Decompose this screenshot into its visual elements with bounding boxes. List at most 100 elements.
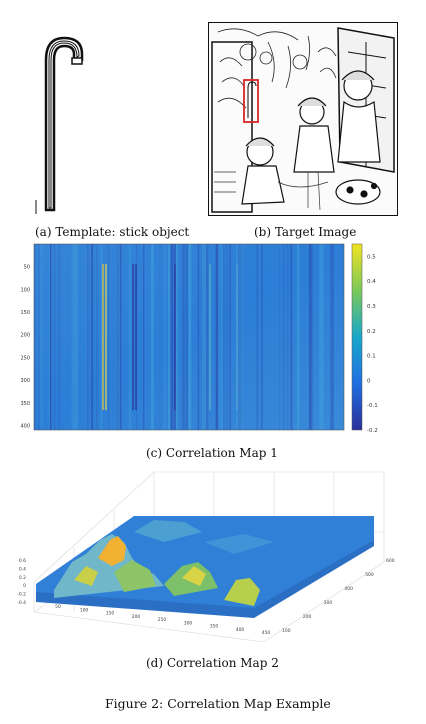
heatmap-stripe [279,244,280,430]
heatmap-stripe [100,244,103,430]
heatmap-stripe [40,244,42,430]
heatmap-stripe [119,244,122,430]
heatmap-y-ticks: 50 100 150 200 250 300 350 400 [20,265,30,430]
heatmap-stripe [177,244,179,430]
surface-x-tick-label: 150 [106,611,115,617]
heatmap-stripe [200,244,203,430]
surface-x-tick-label: 250 [158,617,167,623]
heatmap-stripe [91,244,94,430]
caption-c: (c) Correlation Map 1 [146,446,278,460]
surface-y-ticks: 100 200 300 400 500 600 [282,558,395,634]
heatmap-stripe [171,244,174,430]
surface-z-tick-label: 0.4 [19,566,26,572]
surface-y-tick-label: 400 [344,586,353,592]
heatmap-stripe [76,244,78,430]
figure-caption: Figure 2: Correlation Map Example [105,696,331,711]
heatmap-stripe [88,244,90,430]
surface-x-tick-label: 300 [184,620,193,626]
heatmap-stripe [159,244,161,430]
colorbar-tick-label: 0.3 [367,304,376,310]
heatmap-stripe [321,244,324,430]
heatmap-stripe [205,244,207,430]
heatmap-stripe [119,244,121,430]
heatmap-stripe [53,244,56,430]
colorbar-tick-label: -0.1 [367,403,378,409]
surface-chart: 0.6 0.4 0.2 0 -0.2 -0.4 50 100 150 200 250 300 350 4… [17,471,395,643]
heatmap-stripe [184,244,186,430]
heatmap-stripe [96,244,98,430]
heatmap-stripe [308,244,312,430]
target-scene-drawing [208,22,398,216]
surface-x-ticks: 50 100 150 200 250 300 350 400 450 [55,604,270,636]
surface-y-tick-label: 300 [324,600,333,606]
heatmap-peak-stripe [102,264,104,410]
heatmap-stripe [115,244,117,430]
heatmap-stripe [309,244,311,430]
heatmap-stripe [108,244,111,430]
surface-z-ticks: 0.6 0.4 0.2 0 -0.2 -0.4 [17,558,26,606]
surface-z-tick-label: 0.6 [19,558,26,564]
heatmap-y-tick-label: 200 [20,333,30,339]
colorbar-ticks: 0.5 0.4 0.3 0.2 0.1 0 -0.1 -0.2 [367,254,378,434]
heatmap-stripe [311,244,314,430]
surface-z-tick-label: -0.4 [17,600,26,606]
heatmap-stripe [197,244,200,430]
heatmap-stripe [91,244,93,430]
surface-y-tick-label: 600 [386,558,395,564]
heatmap-stripe [175,244,178,430]
heatmap-stripe [227,244,229,430]
heatmap-stripe [170,244,172,430]
heatmap-y-tick-label: 300 [20,378,30,384]
heatmap-stripe [170,244,173,430]
heatmap-peak-stripe [105,264,107,410]
heatmap-stripe [73,244,76,430]
colorbar [351,243,363,431]
surface-x-tick-label: 50 [55,604,61,610]
heatmap-stripe [286,244,289,430]
heatmap-stripe [117,244,121,430]
heatmap-stripe [182,244,184,430]
heatmap-stripe [215,244,218,430]
heatmap-stripe [109,244,111,430]
heatmap-stripe [226,244,227,430]
heatmap-y-tick-label: 400 [20,423,30,429]
heatmap-y-tick-label: 250 [20,355,30,361]
heatmap-stripe [203,244,205,430]
target-image [208,22,398,216]
heatmap-stripe [116,244,120,430]
heatmap-stripe [41,244,43,430]
heatmap-y-tick-label: 100 [20,287,30,293]
template-panel [28,30,98,218]
heatmap-stripe [242,244,244,430]
heatmap-stripe [297,244,300,430]
heatmap-stripe [86,244,90,430]
heatmap-stripe [229,244,231,430]
heatmap-stripe [216,244,219,430]
heatmap-stripe [143,244,145,430]
heatmap-y-tick-label: 150 [20,310,30,316]
heatmap-stripe [319,244,322,430]
heatmap-stripe [168,244,171,430]
heatmap-stripe [206,244,209,430]
surface-x-tick-label: 200 [132,614,141,620]
heatmap-stripe [188,244,191,430]
heatmap-stripe [72,244,76,430]
heatmap-stripe [151,244,154,430]
heatmap-stripe [164,244,166,430]
heatmap-stripe [261,244,263,430]
heatmap-stripe [290,244,293,430]
surface-x-tick-label: 350 [210,624,219,630]
heatmap-stripe [330,244,332,430]
surface-x-tick-label: 400 [236,627,245,633]
heatmap-stripe [256,244,259,430]
colorbar-tick-label: 0.2 [367,329,376,335]
heatmap-stripe [223,244,225,430]
heatmap-stripe [175,244,178,430]
heatmap-peak-stripe [236,264,238,410]
heatmap-y-tick-label: 350 [20,401,30,407]
colorbar-tick-label: 0 [367,378,371,384]
stick-object-image [35,36,84,214]
heatmap-stripe [57,244,61,430]
surface-y-tick-label: 200 [303,614,312,620]
heatmap-stripe [238,244,242,430]
